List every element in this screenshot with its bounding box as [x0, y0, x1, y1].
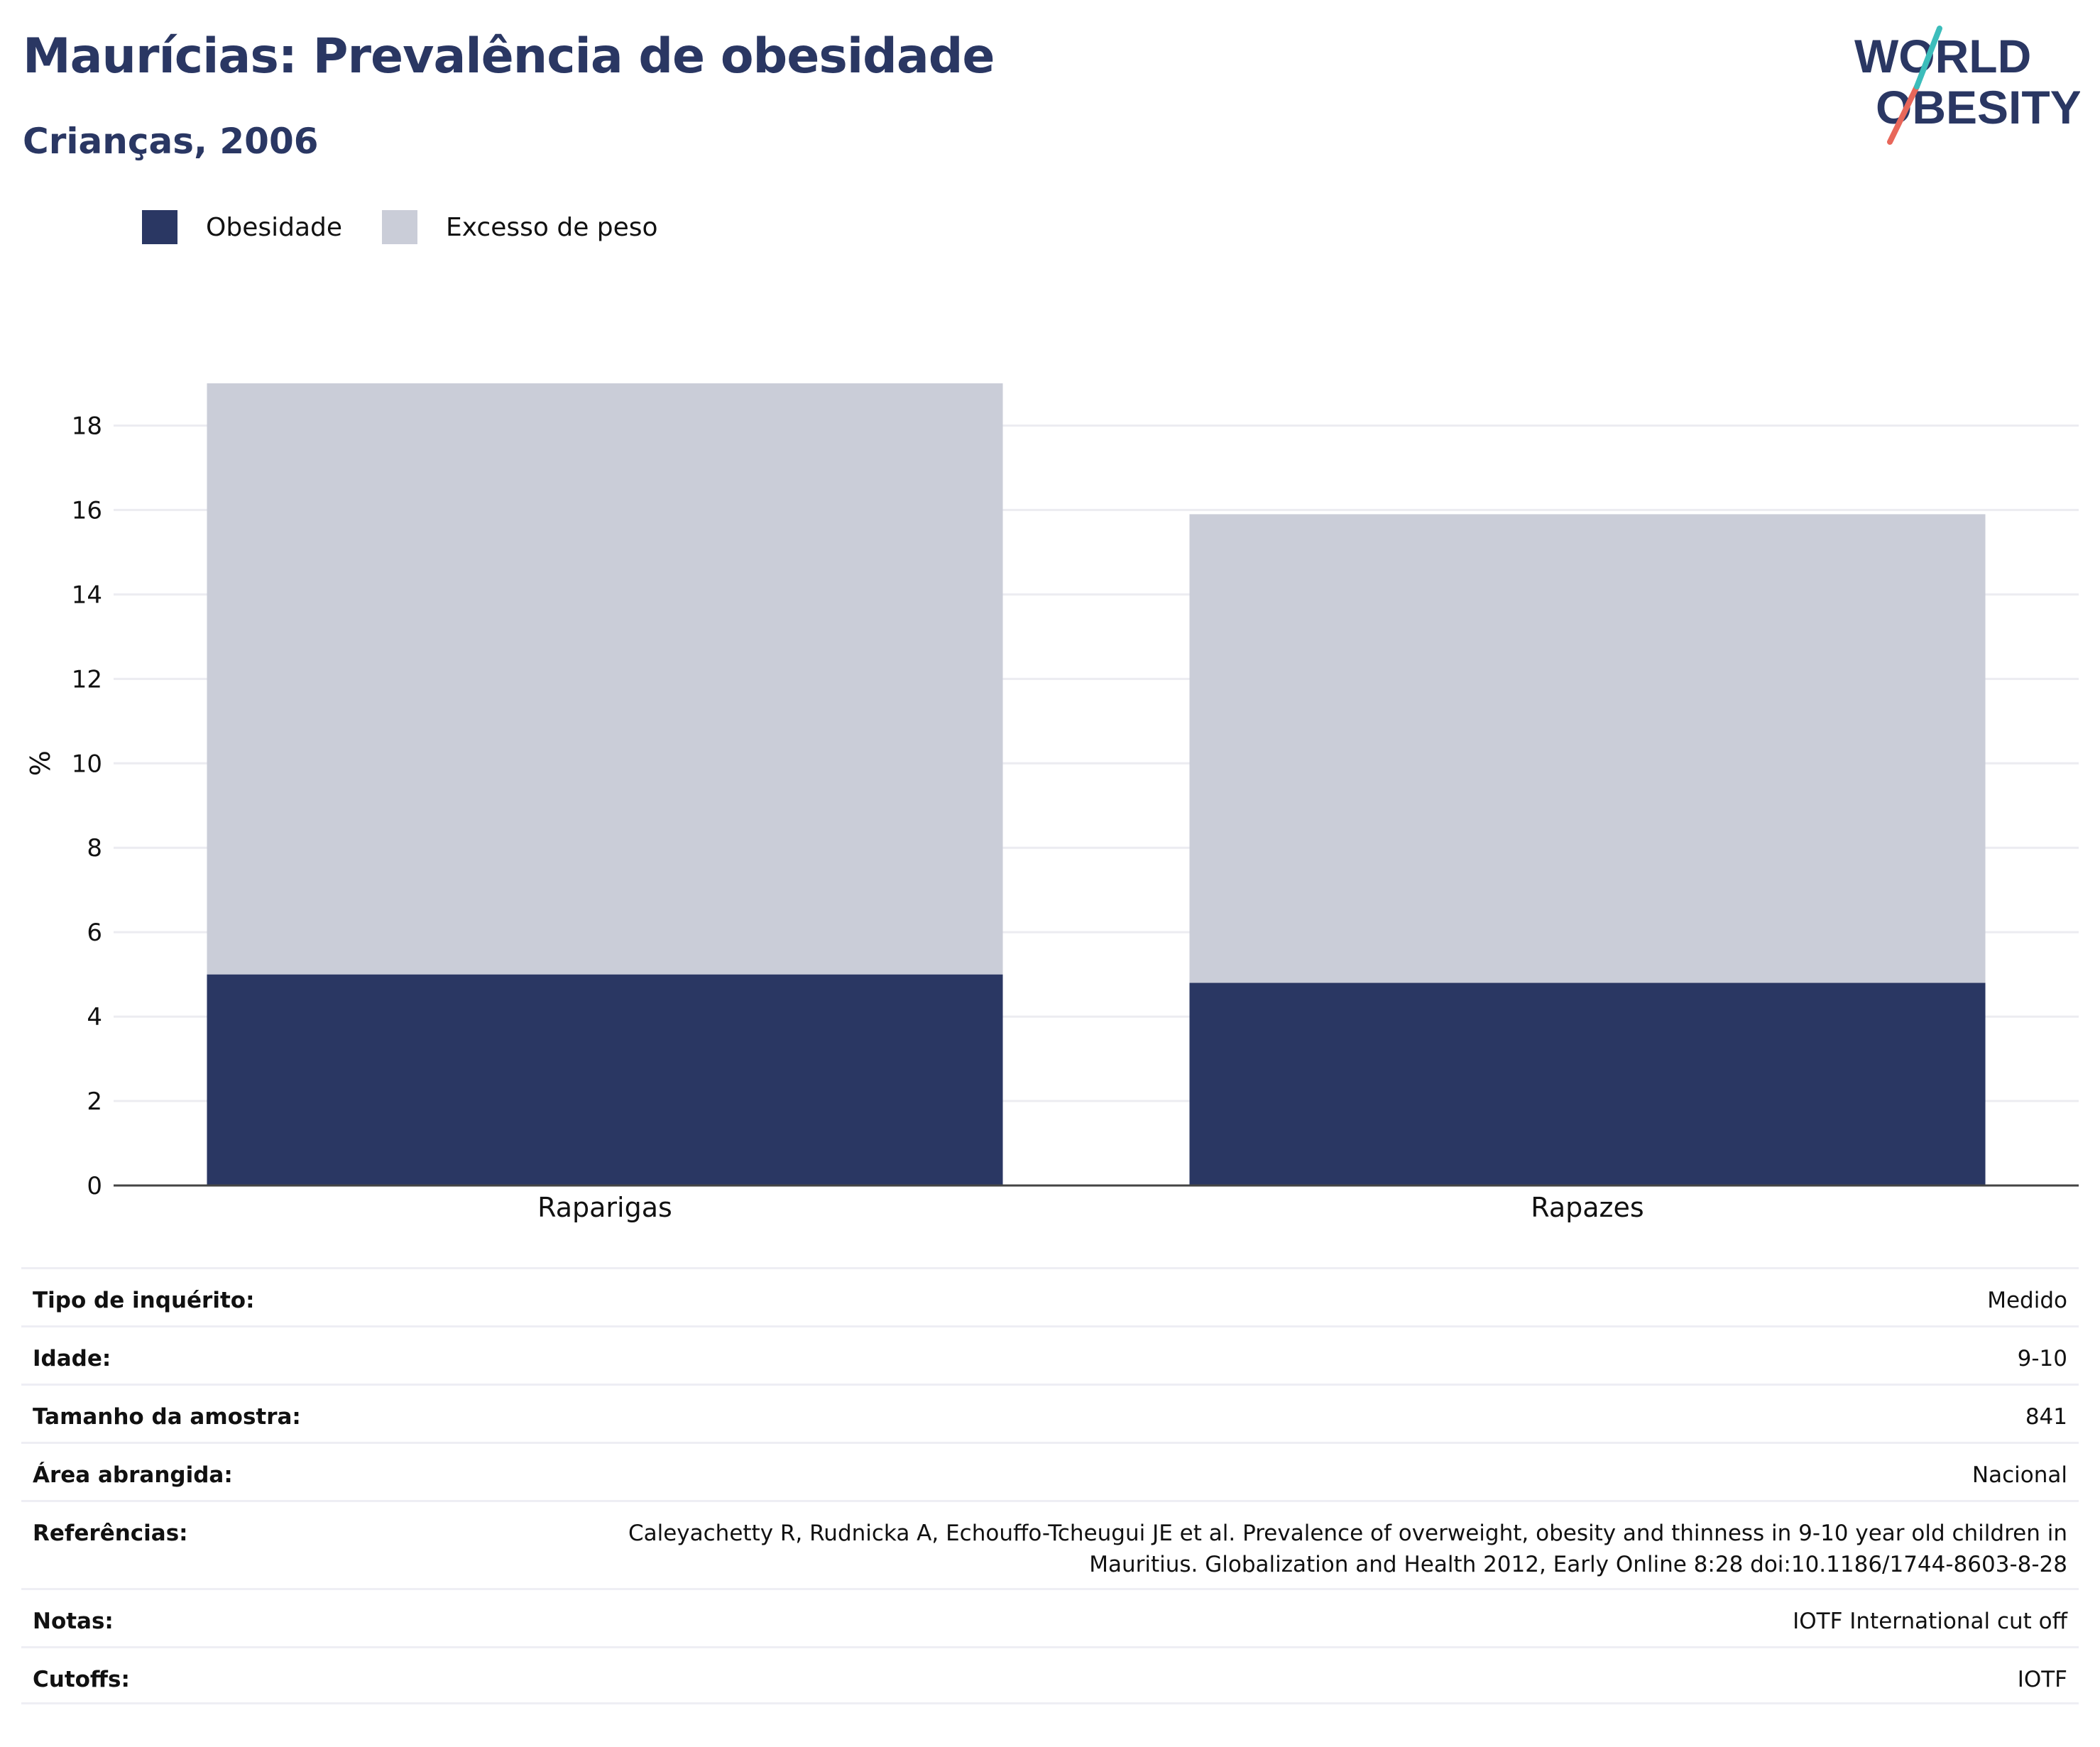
bar-obesity-1 — [1189, 982, 1986, 1185]
page-subtitle: Crianças, 2006 — [23, 121, 319, 162]
meta-value: IOTF International cut off — [1793, 1609, 2067, 1634]
logo-slash-teal — [1914, 26, 1942, 89]
meta-row: Tipo de inquérito: Medido — [21, 1267, 2079, 1325]
meta-label: Cutoffs: — [33, 1667, 130, 1692]
y-tick-label: 6 — [87, 919, 102, 947]
logo-line1: WORLD — [1854, 30, 2031, 82]
bar-obesity-0 — [207, 974, 1003, 1185]
logo-slash-coral — [1887, 84, 1920, 145]
legend-item-overweight[interactable]: Excesso de peso — [382, 210, 658, 244]
legend-label-obesity: Obesidade — [206, 212, 343, 242]
legend-swatch-obesity — [142, 210, 177, 244]
meta-row: Cutoffs: IOTF — [21, 1646, 2079, 1704]
meta-value: Nacional — [1972, 1462, 2067, 1488]
meta-label: Tipo de inquérito: — [33, 1288, 255, 1313]
y-tick-label: 8 — [87, 834, 102, 862]
page-title: Maurícias: Prevalência de obesidade — [23, 28, 995, 84]
y-tick-label: 2 — [87, 1088, 102, 1116]
y-tick-label: 0 — [87, 1172, 102, 1200]
legend-label-overweight: Excesso de peso — [446, 212, 658, 242]
y-tick-label: 4 — [87, 1003, 102, 1031]
bar-overweight-1 — [1189, 514, 1986, 983]
meta-value: Medido — [1987, 1288, 2067, 1313]
meta-row: Idade: 9-10 — [21, 1325, 2079, 1384]
bar-chart: 0 2 4 6 8 10 12 14 16 18% Raparigas Rapazes — [25, 383, 2079, 1223]
x-tick-label: Raparigas — [537, 1192, 672, 1223]
meta-label: Referências: — [33, 1521, 188, 1546]
y-tick-label: 10 — [72, 750, 102, 778]
meta-label: Notas: — [33, 1609, 114, 1634]
chart-legend: Obesidade Excesso de peso — [142, 210, 698, 244]
meta-row: Tamanho da amostra: 841 — [21, 1384, 2079, 1442]
bar-overweight-0 — [207, 383, 1003, 975]
meta-label: Área abrangida: — [33, 1462, 233, 1488]
meta-row: Referências: Caleyachetty R, Rudnicka A, … — [21, 1500, 2079, 1588]
y-tick-label: 18 — [72, 412, 102, 440]
y-axis-label: % — [25, 750, 56, 776]
world-obesity-logo: WORLD OBESITY — [1854, 26, 2080, 145]
metadata-table: Tipo de inquérito: Medido Idade: 9-10 Tamanh… — [21, 1267, 2079, 1704]
meta-value: 9-10 — [2017, 1346, 2067, 1371]
meta-value: 841 — [2025, 1404, 2067, 1430]
meta-row: Notas: IOTF International cut off — [21, 1588, 2079, 1646]
x-tick-label: Rapazes — [1531, 1192, 1644, 1223]
y-tick-label: 16 — [72, 496, 102, 525]
y-tick-label: 14 — [72, 581, 102, 609]
meta-label: Tamanho da amostra: — [33, 1404, 301, 1430]
meta-value: IOTF — [2017, 1667, 2067, 1692]
meta-label: Idade: — [33, 1346, 111, 1371]
meta-row: Área abrangida: Nacional — [21, 1442, 2079, 1500]
y-tick-label: 12 — [72, 665, 102, 694]
legend-item-obesity[interactable]: Obesidade — [142, 210, 342, 244]
legend-swatch-overweight — [382, 210, 418, 244]
meta-value: Caleyachetty R, Rudnicka A, Echouffo-Tch… — [628, 1521, 2067, 1577]
